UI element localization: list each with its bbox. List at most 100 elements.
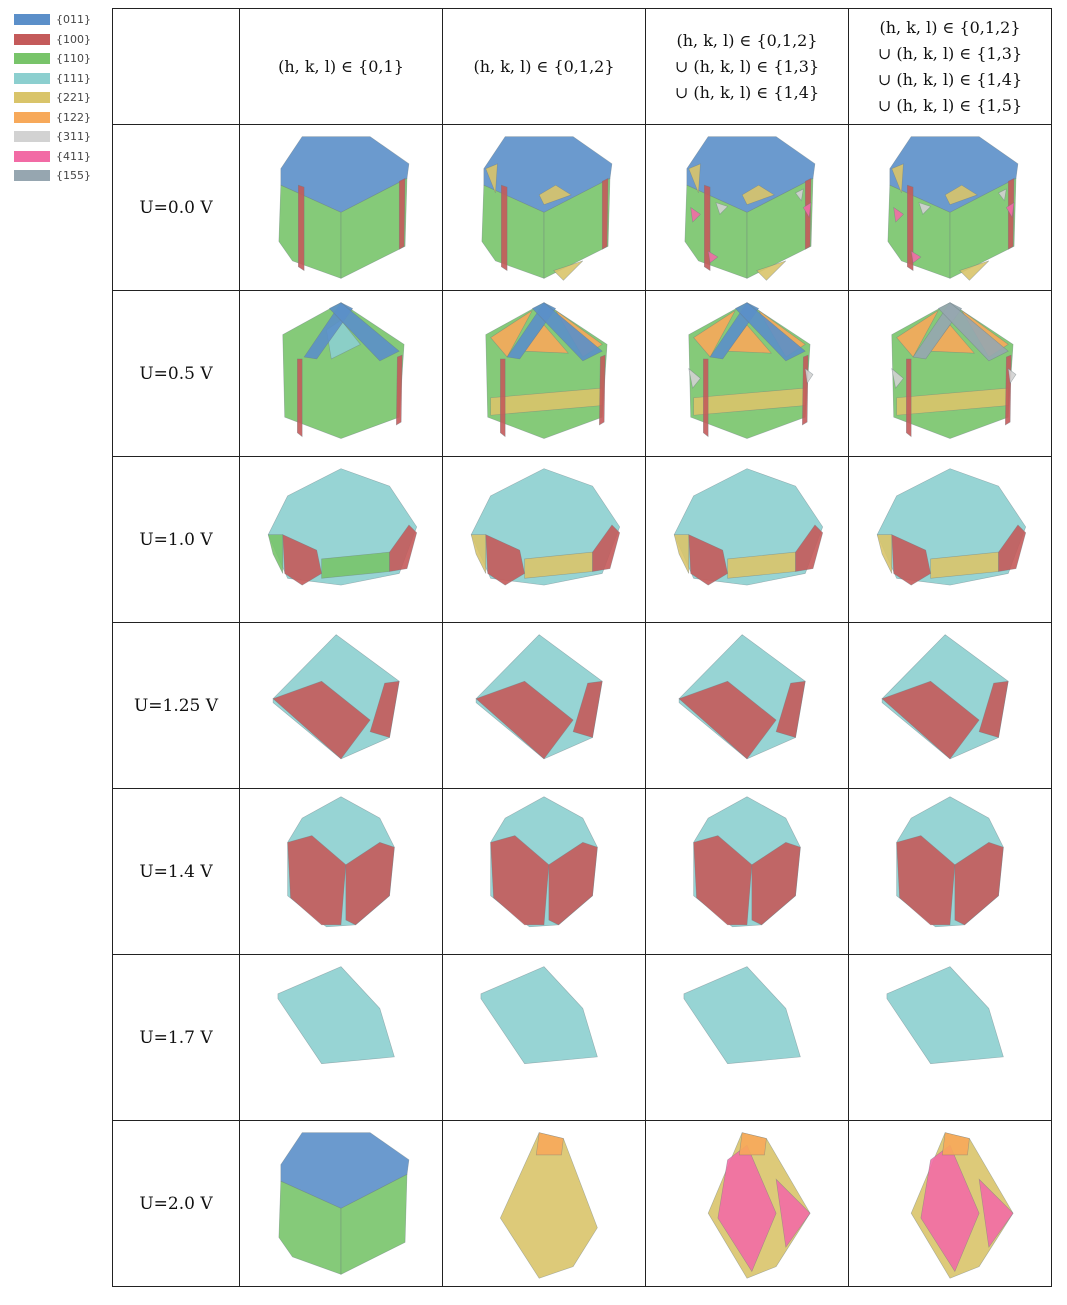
legend-label: {011}	[56, 13, 91, 27]
crystal-polyhedron	[886, 966, 1004, 1065]
miller-index-set: ∪ (h, k, l) ∈ {1,3}	[877, 43, 1023, 63]
crystal-shape-cell	[239, 290, 443, 457]
facet-011	[734, 302, 806, 362]
crystal-shape-cell	[848, 954, 1052, 1121]
crystal-shape-cell	[442, 1120, 646, 1287]
facet-100	[907, 184, 914, 272]
crystal-polyhedron	[896, 796, 1004, 928]
facet-100	[881, 680, 980, 760]
facet-111	[277, 966, 395, 1065]
crystal-shape-cell	[239, 124, 443, 291]
facet-155	[937, 302, 1009, 362]
crystal-polyhedron	[678, 634, 806, 760]
facet-100	[389, 524, 418, 572]
crystal-polyhedron	[887, 136, 1019, 281]
facet-411	[893, 206, 904, 223]
facet-100	[678, 680, 777, 760]
facet-411	[910, 250, 922, 264]
crystal-polyhedron	[707, 1132, 811, 1279]
facet-110	[746, 177, 814, 279]
legend-swatch	[14, 170, 50, 182]
facet-111	[683, 966, 801, 1065]
facet-100	[599, 354, 606, 426]
legend-label: {110}	[56, 52, 91, 66]
legend-swatch	[14, 53, 50, 65]
facet-100	[954, 842, 1004, 926]
crystal-shape-cell	[645, 954, 849, 1121]
crystal-polyhedron	[278, 136, 410, 279]
potential-row: U=2.0 V	[112, 1120, 1052, 1287]
facet-221	[959, 260, 990, 281]
facet-122	[490, 310, 533, 358]
crystal-shape-cell	[442, 954, 646, 1121]
legend-label: {311}	[56, 130, 91, 144]
crystal-shape-cell	[848, 290, 1052, 457]
legend-label: {411}	[56, 149, 91, 163]
crystal-polyhedron	[673, 468, 824, 586]
crystal-polyhedron	[485, 302, 608, 439]
facet-100	[1005, 354, 1012, 426]
crystal-polyhedron	[891, 302, 1017, 439]
crystal-polyhedron	[267, 468, 418, 586]
facet-100	[693, 835, 753, 926]
facet-110	[887, 184, 951, 279]
facet-311	[804, 367, 814, 385]
potential-label: U=1.4 V	[112, 788, 240, 955]
crystal-polyhedron	[684, 136, 816, 281]
facet-411	[978, 1178, 1014, 1248]
crystal-shape-cell	[645, 456, 849, 623]
facet-221	[538, 184, 572, 205]
facet-100	[398, 177, 406, 250]
miller-index-set: (h, k, l) ∈ {0,1,2}	[473, 56, 615, 76]
facet-100	[369, 680, 400, 738]
crystal-polyhedron	[688, 302, 814, 439]
facet-011	[328, 302, 400, 362]
crystal-shape-cell	[442, 290, 646, 457]
potential-row: U=1.4 V	[112, 788, 1052, 955]
crystal-shape-cell	[848, 622, 1052, 789]
miller-index-set: (h, k, l) ∈ {0,1}	[278, 56, 404, 76]
legend-label: {100}	[56, 32, 91, 46]
morphology-table: (h, k, l) ∈ {0,1} (h, k, l) ∈ {0,1,2} (h…	[112, 8, 1052, 1287]
facet-100	[802, 354, 809, 426]
facet-legend: {011} {100} {110} {111} {221} {122} {311…	[6, 10, 102, 186]
facet-110	[278, 184, 342, 279]
potential-label: U=1.7 V	[112, 954, 240, 1121]
facet-100	[703, 358, 709, 438]
facet-122	[896, 310, 939, 358]
crystal-polyhedron	[282, 302, 405, 439]
facet-011	[531, 302, 603, 362]
facet-111	[480, 966, 598, 1065]
facet-100	[485, 534, 525, 586]
crystal-polyhedron	[480, 966, 598, 1065]
facet-100	[592, 524, 621, 572]
facet-221	[756, 260, 787, 281]
crystal-polyhedron	[499, 1132, 598, 1279]
facet-100	[490, 835, 550, 926]
facet-311	[715, 202, 729, 215]
column-header: (h, k, l) ∈ {0,1,2} ∪ (h, k, l) ∈ {1,3} ∪ …	[848, 8, 1052, 125]
potential-label: U=0.0 V	[112, 124, 240, 291]
crystal-polyhedron	[683, 966, 801, 1065]
crystal-shape-cell	[442, 622, 646, 789]
crystal-polyhedron	[881, 634, 1009, 760]
facet-110	[543, 177, 611, 279]
crystal-polyhedron	[470, 468, 621, 586]
header-row: (h, k, l) ∈ {0,1} (h, k, l) ∈ {0,1,2} (h…	[112, 8, 1052, 125]
facet-221	[673, 534, 690, 574]
crystal-shape-cell	[848, 456, 1052, 623]
facet-122	[535, 1132, 564, 1156]
legend-label: {155}	[56, 169, 91, 183]
crystal-polyhedron	[481, 136, 613, 281]
facet-100	[345, 842, 395, 926]
facet-100	[896, 835, 956, 926]
crystal-shape-cell	[645, 622, 849, 789]
facet-411	[802, 202, 812, 219]
facet-100	[688, 534, 728, 586]
facet-110	[267, 534, 284, 574]
facet-100	[475, 680, 574, 760]
crystal-shape-cell	[239, 954, 443, 1121]
crystal-polyhedron	[876, 468, 1027, 586]
facet-100	[775, 680, 806, 738]
potential-label: U=1.0 V	[112, 456, 240, 623]
